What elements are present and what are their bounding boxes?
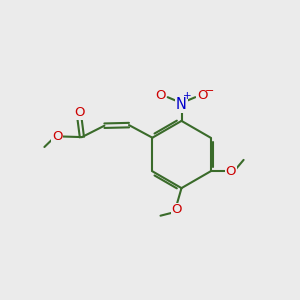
Text: N: N [176, 97, 187, 112]
Text: O: O [52, 130, 62, 143]
Text: O: O [226, 165, 236, 178]
Text: O: O [197, 89, 208, 102]
Text: O: O [155, 89, 166, 102]
Text: +: + [183, 91, 192, 101]
Text: −: − [205, 86, 214, 96]
Text: O: O [172, 203, 182, 216]
Text: O: O [74, 106, 85, 119]
